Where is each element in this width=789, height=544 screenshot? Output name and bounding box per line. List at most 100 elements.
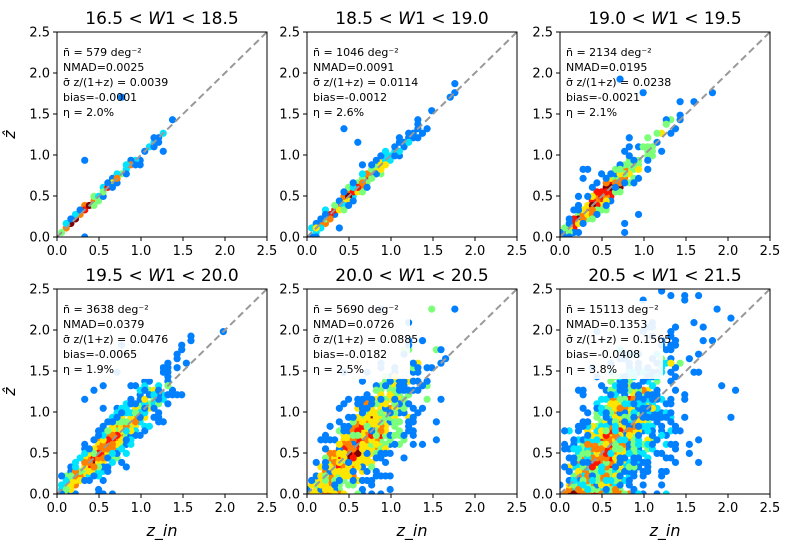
- density-bin: [584, 409, 592, 417]
- density-bin: [602, 201, 610, 210]
- axes-frame: [306, 288, 518, 495]
- x-tick-label: 1.5: [423, 244, 444, 259]
- density-bin: [159, 147, 167, 155]
- density-bin: [164, 373, 172, 381]
- density-bin: [122, 449, 130, 458]
- x-tick-label: 0.0: [47, 244, 68, 259]
- stat-nmad: NMAD=0.0379: [63, 318, 144, 331]
- stat-sigma: σ̄ z/(1+z) = 0.1565: [566, 333, 671, 346]
- x-tick-label: 1.0: [381, 501, 402, 516]
- density-bin: [405, 418, 413, 426]
- density-bin: [671, 341, 680, 349]
- density-bin: [671, 386, 680, 394]
- density-bin: [630, 413, 638, 421]
- density-bin: [621, 400, 629, 408]
- density-bin: [386, 377, 394, 385]
- density-bin: [354, 463, 362, 471]
- density-bin: [574, 192, 583, 201]
- density-bin: [681, 413, 689, 421]
- density-bin: [648, 382, 657, 390]
- density-bin: [358, 377, 367, 385]
- density-bin: [344, 458, 353, 467]
- stat-nmad: NMAD=0.0195: [566, 61, 647, 74]
- y-tick-label: 2.0: [29, 324, 50, 339]
- density-bin: [414, 409, 422, 417]
- density-bin: [409, 404, 417, 412]
- density-bin: [340, 427, 348, 435]
- density-bin: [634, 422, 643, 430]
- panel-3: 0.0 0.5 1.0 1.5 2.0 2.5 0.0 0.5 1.0 1.5 2.0 2.5 19.0…: [532, 9, 780, 259]
- y-tick-label: 1.5: [29, 108, 50, 123]
- panel-4: 0.0 0.5 1.0 1.5 2.0 2.5 0.0 0.5 1.0 1.5 2.0 2.5 19.5…: [0, 266, 277, 541]
- density-bin: [593, 210, 601, 219]
- density-bin: [363, 404, 371, 412]
- density-bin: [418, 404, 427, 412]
- y-tick-label: 0.0: [29, 231, 50, 246]
- density-bin: [145, 377, 153, 385]
- density-bin: [602, 413, 610, 421]
- stat-density: n̄ = 1046 deg⁻²: [313, 46, 399, 59]
- density-bin: [574, 445, 583, 453]
- y-tick-label: 2.0: [279, 324, 300, 339]
- density-bin: [667, 418, 675, 426]
- density-bin: [358, 170, 367, 178]
- density-bin: [113, 413, 121, 421]
- density-bin: [423, 125, 431, 133]
- y-tick-label: 1.0: [279, 149, 300, 164]
- density-bin: [340, 490, 348, 494]
- density-bin: [368, 161, 376, 169]
- x-tick-label: 1.0: [634, 501, 655, 516]
- y-tick-label: 0.0: [532, 488, 553, 503]
- x-tick-label: 0.5: [592, 244, 613, 259]
- density-bin: [377, 409, 385, 417]
- density-bin: [639, 377, 647, 385]
- density-bin: [671, 458, 680, 467]
- density-bin: [99, 422, 107, 430]
- density-bin: [644, 165, 652, 173]
- density-bin: [90, 472, 98, 480]
- x-tick-label: 1.0: [381, 244, 402, 259]
- density-bin: [127, 440, 135, 448]
- axes-frame: [559, 288, 771, 495]
- density-bin: [616, 75, 624, 83]
- density-bin: [621, 179, 629, 187]
- y-tick-label: 0.0: [532, 231, 553, 246]
- density-bin: [667, 409, 675, 417]
- density-bin: [358, 445, 367, 453]
- y-tick-label: 2.5: [532, 283, 553, 298]
- density-bin: [377, 152, 385, 160]
- density-bin: [349, 467, 357, 476]
- density-bin: [131, 418, 140, 426]
- density-bin: [363, 422, 371, 430]
- reference-line: [56, 31, 268, 238]
- x-tick-label: 2.5: [257, 501, 278, 516]
- density-bin: [391, 395, 399, 403]
- density-bin: [607, 391, 615, 399]
- stat-density: n̄ = 5690 deg⁻²: [313, 303, 399, 316]
- density-bin: [423, 377, 431, 385]
- density-bin: [695, 458, 703, 467]
- density-bin: [354, 400, 362, 408]
- x-tick-label: 2.5: [760, 244, 781, 259]
- density-bin: [593, 413, 601, 421]
- density-bin: [354, 138, 362, 146]
- y-tick-label: 2.5: [279, 26, 300, 41]
- y-tick-label: 2.5: [29, 283, 50, 298]
- density-bin: [414, 364, 422, 372]
- density-bin: [386, 391, 394, 399]
- density-bin: [607, 476, 615, 485]
- density-bin: [381, 449, 390, 458]
- density-bin: [358, 485, 367, 494]
- density-bin: [658, 431, 666, 439]
- density-bin: [662, 120, 670, 128]
- density-bin: [574, 206, 583, 214]
- density-bin: [695, 350, 703, 358]
- density-bin: [634, 210, 643, 219]
- density-bin: [561, 445, 569, 453]
- density-bin: [108, 458, 117, 467]
- density-bin: [658, 289, 666, 295]
- density-bin: [335, 449, 343, 458]
- density-bin: [141, 427, 149, 435]
- y-tick-label: 1.0: [29, 406, 50, 421]
- density-bin: [584, 192, 592, 201]
